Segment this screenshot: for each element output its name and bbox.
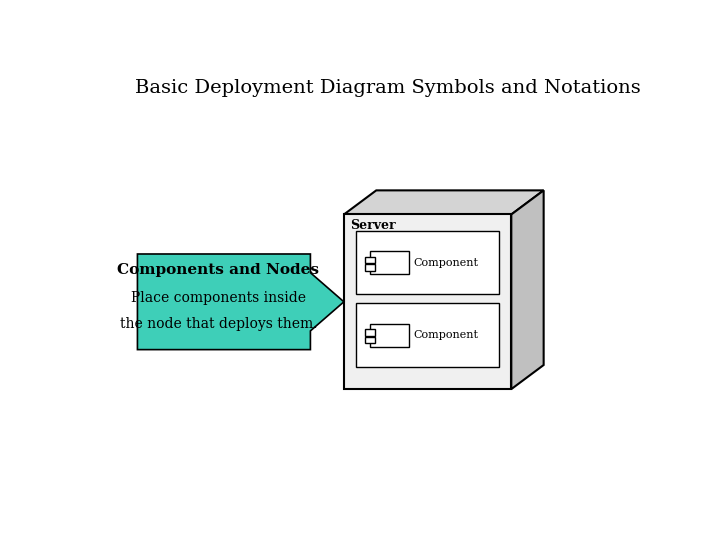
Bar (356, 231, 499, 294)
Bar (356, 303, 499, 367)
Bar (364, 265, 374, 271)
Polygon shape (511, 191, 544, 389)
Text: Component: Component (414, 330, 479, 340)
Polygon shape (138, 254, 344, 349)
Text: the node that deploys them.: the node that deploys them. (120, 317, 317, 331)
Bar (364, 256, 374, 264)
Bar (370, 323, 409, 347)
Bar (364, 329, 374, 336)
Text: Components and Nodes: Components and Nodes (117, 263, 320, 277)
Text: Basic Deployment Diagram Symbols and Notations: Basic Deployment Diagram Symbols and Not… (135, 79, 640, 97)
Bar (364, 337, 374, 343)
Bar (370, 251, 409, 274)
Bar (344, 214, 511, 389)
Text: Component: Component (414, 258, 479, 268)
Text: Place components inside: Place components inside (131, 292, 306, 306)
Polygon shape (344, 191, 544, 214)
Text: Server: Server (351, 219, 396, 233)
